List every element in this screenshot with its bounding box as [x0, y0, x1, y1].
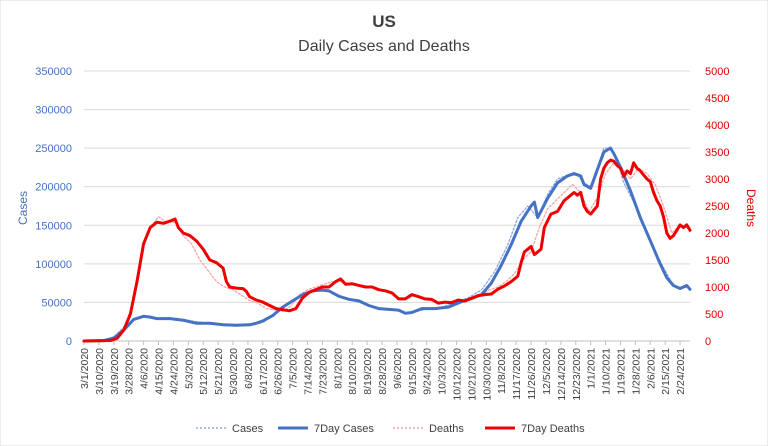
x-tick-label: 4/15/2020	[154, 348, 166, 395]
x-tick-label: 9/24/2020	[422, 348, 434, 395]
y-tick-right: 0	[705, 336, 711, 348]
x-tick-label: 12/5/2020	[541, 348, 553, 395]
legend-label-cases: Cases	[232, 423, 264, 435]
x-tick-label: 11/8/2020	[496, 348, 508, 394]
legend-label-deaths: Deaths	[429, 423, 464, 435]
y-tick-right: 2000	[705, 228, 729, 240]
gridlines	[84, 70, 690, 342]
y-axis-label-left: Cases	[16, 191, 30, 225]
x-tick-label: 4/6/2020	[139, 348, 151, 389]
y-tick-right: 4000	[705, 120, 729, 132]
x-tick-label: 7/14/2020	[303, 348, 315, 395]
right-axis-ticks: 0 500 1000 1500 2000 2500 3000 3500 4000 4500 5000	[705, 66, 729, 348]
x-tick-label: 3/19/2020	[109, 348, 121, 395]
y-tick-right: 4500	[705, 93, 729, 105]
x-tick-label: 6/26/2020	[273, 348, 285, 395]
series-layer	[82, 146, 692, 343]
y-tick-right: 1000	[705, 282, 729, 294]
x-tick-label: 1/1/2021	[586, 348, 598, 389]
legend: Cases 7Day Cases Deaths 7Day Deaths	[196, 423, 585, 435]
x-tick-label: 6/17/2020	[258, 348, 270, 395]
left-axis-ticks: 0 50000 100000 150000 200000 250000 300000 3500…	[35, 66, 72, 348]
chart-subtitle: Daily Cases and Deaths	[298, 38, 470, 55]
x-tick-label: 3/10/2020	[94, 348, 106, 395]
y-tick-right: 3000	[705, 174, 729, 186]
x-tick-label: 1/10/2021	[601, 348, 613, 395]
x-tick-label: 2/15/2021	[660, 348, 672, 395]
x-tick-label: 8/28/2020	[377, 348, 389, 395]
y-tick-right: 1500	[705, 255, 729, 267]
x-tick-label: 5/12/2020	[198, 348, 210, 395]
y-tick-left: 50000	[41, 297, 72, 309]
x-tick-label: 9/15/2020	[407, 348, 419, 395]
series-7day-deaths	[82, 158, 692, 343]
x-tick-label: 6/8/2020	[243, 348, 255, 389]
x-tick-label: 10/30/2020	[481, 348, 493, 401]
y-tick-left: 0	[66, 336, 72, 348]
x-tick-label: 7/23/2020	[317, 348, 329, 395]
y-tick-left: 100000	[35, 259, 72, 271]
y-tick-left: 350000	[35, 66, 72, 78]
chart-title: US	[372, 12, 396, 31]
y-axis-label-right: Deaths	[744, 189, 758, 227]
x-tick-label: 8/19/2020	[362, 348, 374, 395]
x-tick-label: 5/21/2020	[213, 348, 225, 395]
x-tick-label: 2/6/2021	[645, 348, 657, 389]
x-tick-label: 11/26/2020	[526, 348, 538, 400]
x-tick-label: 11/17/2020	[511, 348, 523, 400]
y-tick-right: 3500	[705, 147, 729, 159]
legend-label-7day-cases: 7Day Cases	[314, 423, 374, 435]
x-tick-label: 3/1/2020	[79, 348, 91, 389]
x-tick-label: 5/30/2020	[228, 348, 240, 395]
y-tick-right: 2500	[705, 201, 729, 213]
x-tick-label: 1/28/2021	[630, 348, 642, 395]
x-tick-label: 7/5/2020	[288, 348, 300, 389]
x-tick-label: 10/12/2020	[452, 348, 464, 401]
x-tick-label: 2/24/2021	[675, 348, 687, 395]
x-tick-label: 4/24/2020	[168, 348, 180, 395]
x-tick-label: 12/23/2020	[571, 348, 583, 401]
legend-label-7day-deaths: 7Day Deaths	[521, 423, 585, 435]
x-tick-label: 5/3/2020	[183, 348, 195, 389]
y-tick-left: 150000	[35, 220, 72, 232]
x-tick-label: 3/28/2020	[124, 348, 136, 395]
x-tick-label: 1/19/2021	[615, 348, 627, 395]
x-axis-ticks: 3/1/2020 3/10/2020 3/19/2020 3/28/2020 4/6/2…	[79, 341, 687, 401]
x-tick-label: 10/3/2020	[437, 348, 449, 395]
y-tick-right: 5000	[705, 66, 729, 78]
x-tick-label: 12/14/2020	[556, 348, 568, 401]
y-tick-left: 300000	[35, 105, 72, 117]
x-tick-label: 9/6/2020	[392, 348, 404, 389]
y-tick-right: 500	[705, 309, 723, 321]
y-tick-left: 200000	[35, 182, 72, 194]
y-tick-left: 250000	[35, 143, 72, 155]
series-7day-cases	[82, 146, 692, 343]
x-tick-label: 8/1/2020	[332, 348, 344, 389]
x-tick-label: 8/10/2020	[347, 348, 359, 395]
x-tick-label: 10/21/2020	[466, 348, 478, 401]
